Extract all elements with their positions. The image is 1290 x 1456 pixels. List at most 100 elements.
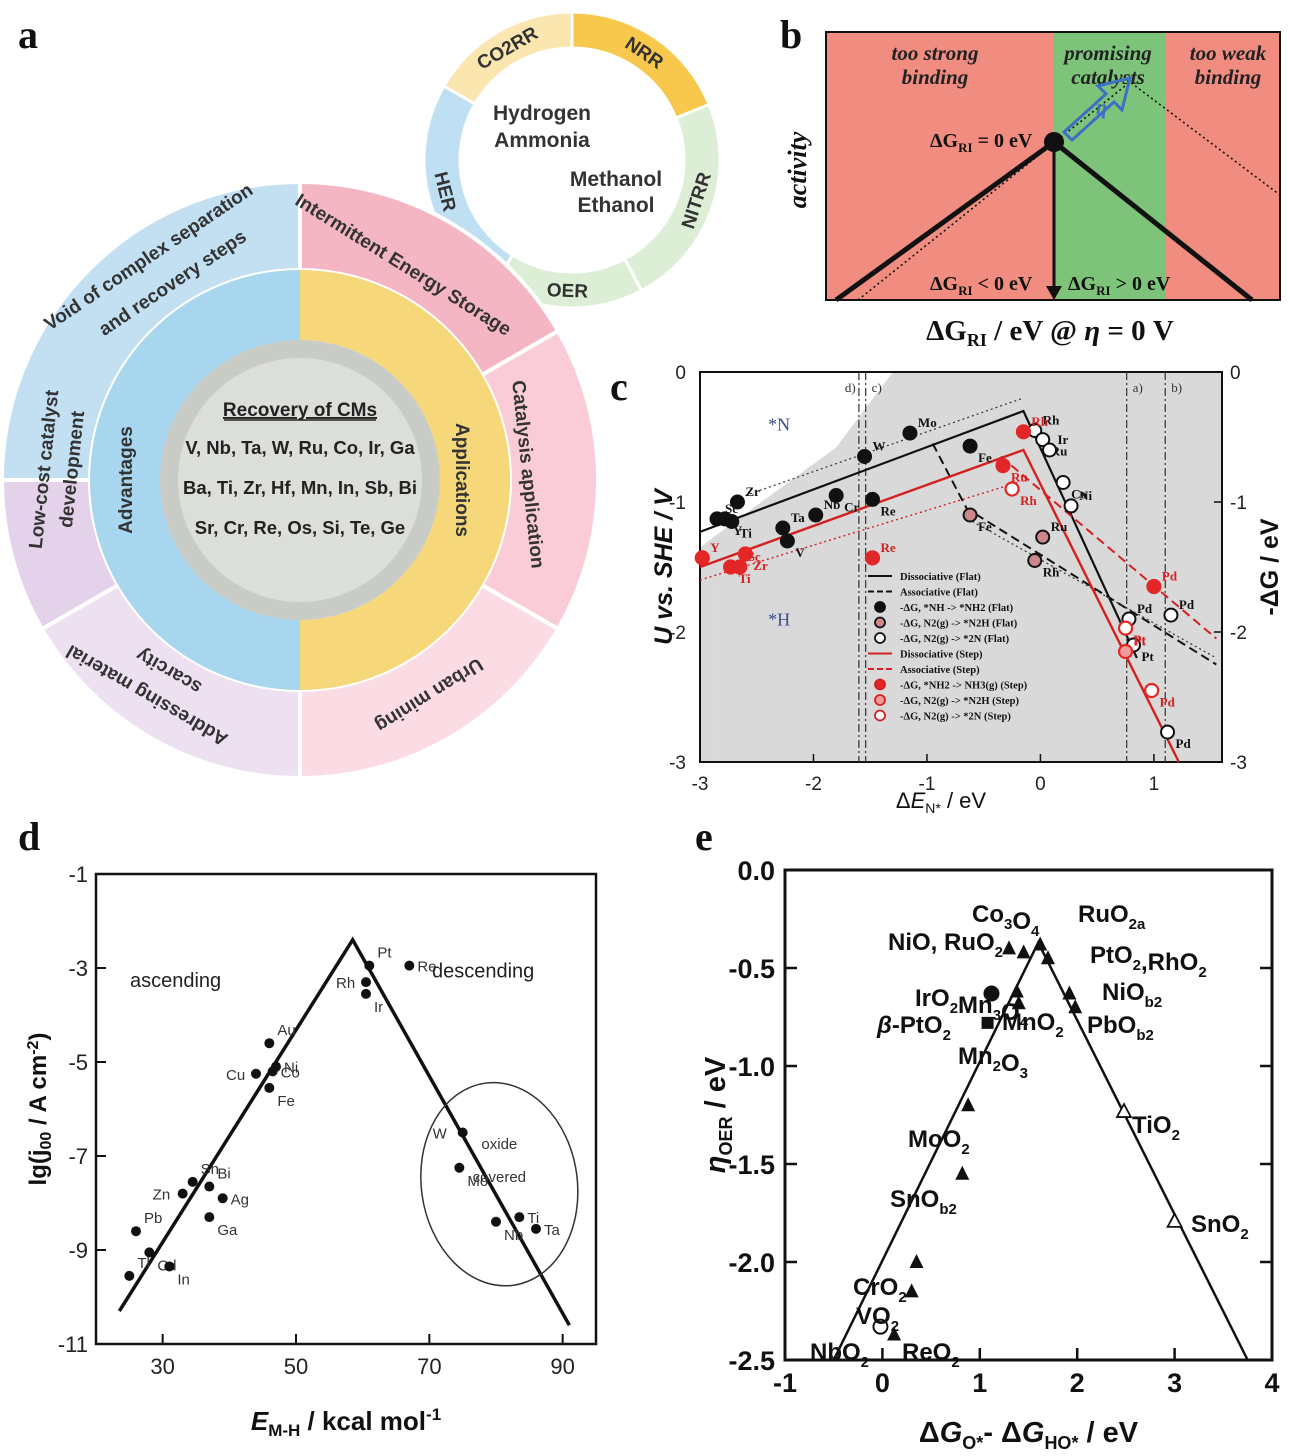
region-label-promising-1: promising <box>1062 41 1152 65</box>
dgri-zero: ΔGRI = 0 eV <box>930 130 1033 155</box>
d-point <box>361 988 371 999</box>
c-flat-point <box>1063 498 1079 514</box>
region-label-promising-2: catalysts <box>1071 65 1145 89</box>
region-too-weak <box>1166 32 1280 300</box>
d-volcano <box>117 936 571 1327</box>
d-point <box>177 1188 188 1199</box>
region-label-weak-2: binding <box>1195 65 1262 89</box>
panel-e: e -1 0 1 2 3 40.0-0.5-1.0-1.5-2.0-2.5Co3O4RuO… <box>695 814 1280 1453</box>
d-xlabel: EM-H / kcal mol-1 <box>251 1405 441 1440</box>
d-annot-descending: descending <box>432 960 534 982</box>
c-flat-point <box>1035 529 1051 545</box>
e-point <box>1040 950 1055 965</box>
c-legend-swatch <box>874 632 886 644</box>
d-point <box>187 1176 198 1187</box>
c-region-H: *H <box>768 610 790 630</box>
c-xtick-label: 0 <box>1035 774 1046 795</box>
panel-d: d 30507090-1-3-5-7-9-11TlPbCdInZnSnBiGaA… <box>18 814 598 1440</box>
e-point <box>983 985 1000 1002</box>
e-point <box>872 1318 889 1335</box>
e-label-snob2: SnOb2 <box>890 1186 957 1218</box>
d-point-label: Co <box>281 1064 300 1081</box>
c-flat-point-label: Y <box>733 523 743 538</box>
region-promising <box>1054 32 1166 300</box>
apex-point <box>1044 132 1064 152</box>
e-label-tio2: TiO2 <box>1132 1112 1180 1144</box>
c-step-point <box>1144 682 1160 699</box>
ring-center-text: Methanol <box>570 168 662 191</box>
c-step-point <box>1146 578 1162 595</box>
c-legend-label: Associative (Flat) <box>900 588 978 599</box>
c-step-point <box>1015 424 1032 440</box>
c-step-point <box>694 550 710 566</box>
region-label-strong-1: too strong <box>892 41 979 65</box>
e-point <box>955 1165 970 1180</box>
c-y2label: -ΔG / eV <box>1256 518 1284 615</box>
c-flat-point <box>724 514 740 529</box>
c-vline-label: c) <box>872 380 882 395</box>
c-flat-point-label: Fe <box>978 450 992 465</box>
c-dotted-flat <box>745 397 1024 497</box>
c-legend-label: -ΔG, *NH2 -> NH3(g) (Step) <box>900 681 1028 692</box>
e-label-pbob2: PbOb2 <box>1087 1012 1154 1044</box>
panel-c: c d) c) a) b) -3 -2 -1 0 1 0 0 -1 -1 -2 -2 -3 -3 U vs. SH… <box>610 363 1284 816</box>
e-xtick-label: -1 <box>773 1368 797 1398</box>
c-flat-point-label: Pt <box>1141 649 1154 664</box>
d-point-label: Pt <box>377 945 392 962</box>
d-xtick-label: 90 <box>550 1354 574 1379</box>
c-step-point <box>1117 620 1134 636</box>
e-label-niob2: NiOb2 <box>1102 979 1162 1011</box>
d-point <box>404 960 415 971</box>
d-point <box>457 1127 468 1138</box>
e-label-mno2: MnO2 <box>1002 1009 1064 1041</box>
panel-label-d: d <box>18 814 40 859</box>
e-ytick-label: -2.5 <box>728 1346 775 1376</box>
d-point-label: Au <box>277 1022 295 1039</box>
d-point <box>164 1261 175 1272</box>
e-point <box>887 1326 902 1341</box>
d-point <box>131 1226 141 1237</box>
c-flat-point-label: Ta <box>791 510 805 525</box>
elements-line: Sr, Cr, Re, Os, Si, Te, Ge <box>195 517 405 538</box>
e-point <box>1011 995 1026 1010</box>
d-point <box>264 1082 275 1093</box>
c-legend-label: Associative (Step) <box>900 665 980 676</box>
d-point-label: Ni <box>284 1060 298 1077</box>
c-flat-point-label: Rh <box>1043 413 1060 428</box>
e-xlabel: ΔGO*- ΔGHO* / eV <box>919 1417 1139 1453</box>
panel-b-frame <box>825 31 1281 301</box>
c-y2tick-label: -3 <box>1230 753 1247 774</box>
e-point <box>904 1283 919 1298</box>
c-step-point <box>737 546 753 562</box>
c-legend-label: -ΔG, N2(g) -> *N2H (Flat) <box>900 619 1018 630</box>
c-dotted-flat-2 <box>972 520 1217 659</box>
c-step-point-label: Pd <box>1160 695 1176 710</box>
d-frame <box>94 872 598 1346</box>
c-step-point-label: Ti <box>739 571 751 586</box>
c-xlabel: ΔEN* / eV <box>896 788 987 816</box>
d-annot-covered: covered <box>473 1169 526 1186</box>
c-ytick-label: -2 <box>669 623 686 644</box>
c-region-N: *N <box>768 415 790 435</box>
c-ytick-label: 0 <box>675 363 686 384</box>
d-point-label: Ir <box>374 999 383 1016</box>
e-label-reo2: ReO2 <box>902 1339 960 1371</box>
c-step-point <box>1117 643 1134 660</box>
c-shaded-region <box>717 372 1222 762</box>
e-label-cro2: CrO2 <box>853 1274 907 1306</box>
e-point <box>1068 999 1083 1014</box>
d-point <box>361 977 371 988</box>
small-ring: CO2RR NRRNITRROERHERHydrogenAmmoniaMethan… <box>422 10 722 310</box>
c-legend-label: -ΔG, N2(g) -> *2N (Step) <box>900 712 1011 723</box>
d-point-label: Ta <box>544 1222 561 1239</box>
region-too-strong <box>826 32 1054 300</box>
e-ytick-label: -0.5 <box>728 954 775 984</box>
e-point <box>909 1254 924 1268</box>
d-point <box>514 1212 525 1223</box>
elements-line: Ba, Ti, Zr, Hf, Mn, In, Sb, Bi <box>183 477 417 498</box>
d-point-label: Ga <box>217 1222 238 1239</box>
d-point-label: Pb <box>144 1210 162 1227</box>
panel-label-b: b <box>780 12 802 57</box>
c-legend-swatch <box>874 616 886 629</box>
c-flat-point-label: Rh <box>1043 565 1060 580</box>
